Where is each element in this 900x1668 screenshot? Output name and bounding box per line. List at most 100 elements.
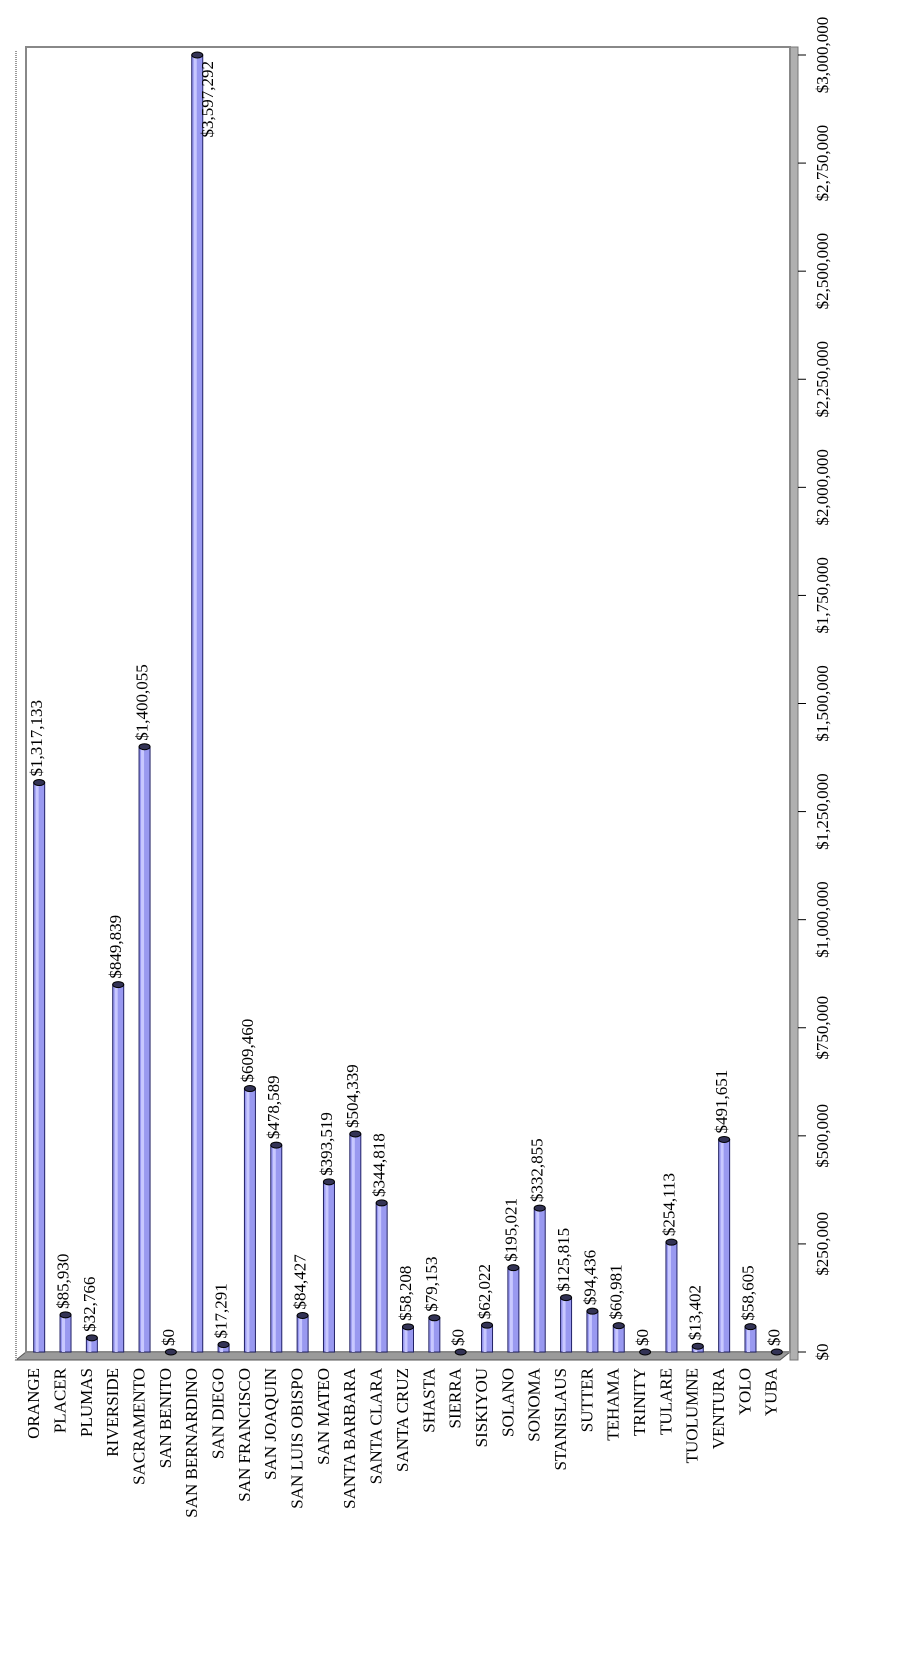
bar-cap — [612, 1322, 625, 1330]
value-tick-label: $2,750,000 — [813, 125, 832, 202]
bar-cap — [270, 1141, 283, 1149]
category-label: PLUMAS — [77, 1368, 96, 1437]
data-label: $58,208 — [396, 1266, 415, 1321]
category-label: SAN BERNARDINO — [182, 1368, 201, 1518]
bar-cap — [454, 1348, 467, 1356]
bar-cap — [375, 1199, 388, 1207]
data-label: $84,427 — [291, 1254, 310, 1310]
value-tick-label: $1,000,000 — [813, 881, 832, 958]
category-label: TUOLUMNE — [683, 1368, 702, 1463]
bar-cap — [33, 779, 46, 787]
bar-highlight — [62, 1314, 66, 1352]
bar — [402, 1326, 414, 1353]
bar-cap — [665, 1238, 678, 1246]
category-label: SONOMA — [525, 1367, 544, 1441]
bar — [59, 1314, 72, 1353]
floor-panel — [14, 1351, 792, 1361]
bar — [270, 1144, 283, 1353]
data-label: $0 — [449, 1329, 468, 1346]
bar-highlight — [351, 1133, 355, 1352]
bar — [507, 1267, 520, 1353]
bar-highlight — [509, 1267, 513, 1352]
bar-highlight — [378, 1202, 382, 1352]
bar-cap — [428, 1314, 441, 1322]
category-label: SANTA CRUZ — [393, 1368, 412, 1472]
data-label: $60,981 — [607, 1264, 626, 1319]
data-label: $17,291 — [211, 1283, 230, 1338]
bar-highlight — [88, 1337, 92, 1352]
bar-highlight — [35, 782, 39, 1352]
value-tick-label: $2,000,000 — [813, 449, 832, 526]
bar — [560, 1297, 573, 1353]
data-label: $58,605 — [738, 1265, 757, 1320]
category-label: SOLANO — [498, 1368, 517, 1437]
bar — [586, 1310, 599, 1353]
bar-highlight — [325, 1181, 329, 1352]
category-label: SIERRA — [446, 1367, 465, 1428]
category-label: SHASTA — [419, 1367, 438, 1432]
bar-highlight — [667, 1242, 671, 1352]
data-label: $504,339 — [343, 1064, 362, 1128]
bar — [481, 1324, 494, 1353]
bar-highlight — [562, 1297, 566, 1352]
bar-cap — [243, 1085, 256, 1093]
category-label: SAN BENITO — [156, 1368, 175, 1468]
bar-cap — [138, 743, 151, 751]
category-label: SAN MATEO — [314, 1368, 333, 1465]
data-label: $3,597,292 — [198, 61, 217, 138]
data-label: $195,021 — [501, 1198, 520, 1262]
value-tick-label: $2,500,000 — [813, 233, 832, 310]
bar-highlight — [299, 1315, 303, 1352]
data-label: $478,589 — [264, 1075, 283, 1139]
bar-cap — [718, 1135, 731, 1143]
category-label: SAN LUIS OBISPO — [288, 1368, 307, 1509]
bar-highlight — [141, 746, 145, 1352]
bar — [112, 984, 125, 1353]
bar-cap — [296, 1311, 309, 1319]
bar — [744, 1326, 757, 1353]
data-label: $344,818 — [370, 1133, 389, 1197]
bar-cap — [744, 1323, 757, 1331]
data-label: $0 — [159, 1329, 178, 1346]
side-wall — [789, 46, 799, 1361]
value-tick-label: $2,250,000 — [813, 341, 832, 418]
bar-cap — [533, 1204, 546, 1212]
data-label: $1,317,133 — [27, 700, 46, 777]
category-label: RIVERSIDE — [103, 1368, 122, 1457]
bar — [428, 1317, 441, 1353]
bar-cap — [349, 1130, 362, 1138]
category-label: ORANGE — [24, 1368, 43, 1439]
data-label: $0 — [765, 1329, 784, 1346]
value-tick-label: $3,000,000 — [813, 17, 832, 94]
bar — [533, 1207, 546, 1353]
data-label: $254,113 — [659, 1173, 678, 1236]
bar-cap — [59, 1311, 72, 1319]
category-label: SAN JOAQUIN — [261, 1368, 280, 1480]
data-label: $609,460 — [238, 1019, 257, 1083]
category-label: SUTTER — [577, 1367, 596, 1432]
bar-cap — [639, 1348, 652, 1356]
category-label: VENTURA — [709, 1367, 728, 1449]
bar — [243, 1088, 256, 1353]
data-label: $85,930 — [53, 1254, 72, 1309]
bar — [665, 1241, 678, 1353]
bar-highlight — [615, 1325, 619, 1352]
category-label: PLACER — [50, 1367, 69, 1433]
category-label: YOLO — [735, 1368, 754, 1415]
bar-highlight — [404, 1326, 408, 1352]
bar-cap — [164, 1348, 177, 1356]
bar — [612, 1325, 625, 1353]
bar-highlight — [193, 55, 197, 1352]
bar-cap — [586, 1307, 599, 1315]
bar-highlight — [720, 1139, 724, 1352]
bar — [191, 54, 204, 1353]
category-label: SISKIYOU — [472, 1368, 491, 1447]
bar-highlight — [114, 984, 118, 1352]
bar-series — [33, 51, 783, 1356]
value-tick-label: $250,000 — [813, 1212, 832, 1276]
data-label: $849,839 — [106, 915, 125, 979]
bar-highlight — [483, 1325, 487, 1352]
bar-highlight — [220, 1344, 224, 1352]
bar — [375, 1202, 388, 1353]
